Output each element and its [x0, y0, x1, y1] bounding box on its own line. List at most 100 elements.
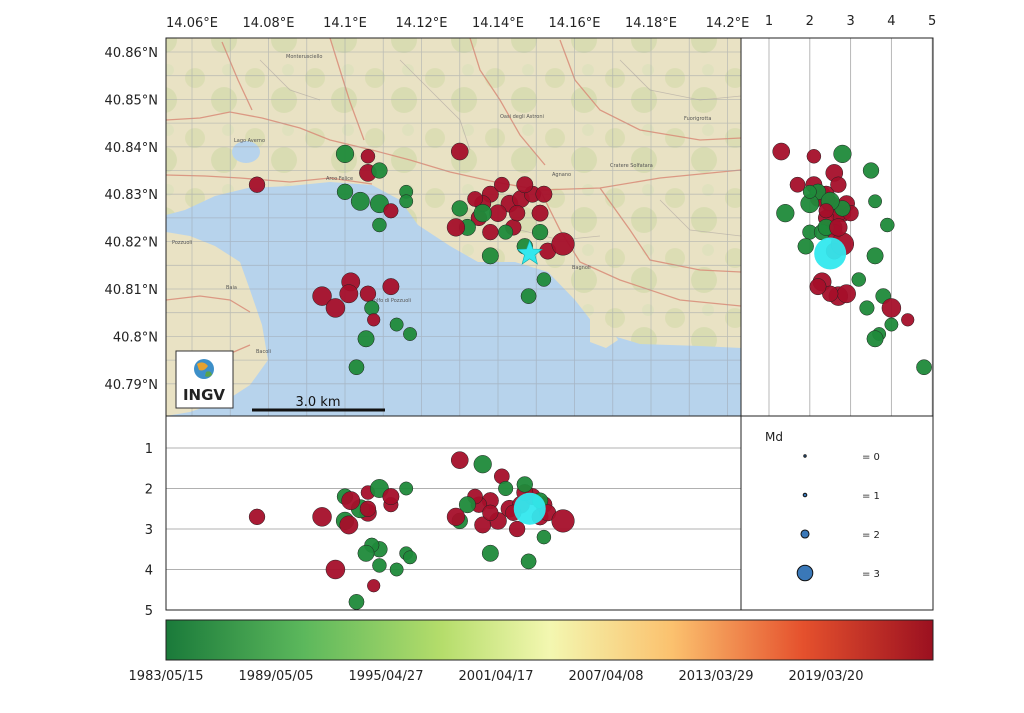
- event-marker: [481, 544, 499, 562]
- place-label: Pozzuoli: [172, 240, 192, 246]
- event-marker: [359, 285, 377, 302]
- legend-entries: = 0 = 1 = 2 = 3: [796, 452, 880, 582]
- event-marker: [797, 238, 814, 255]
- event-marker: [551, 232, 575, 256]
- legend-title: Md: [765, 430, 783, 444]
- sea-area: [166, 182, 741, 416]
- legend-label: = 2: [862, 530, 880, 541]
- event-marker: [357, 544, 375, 562]
- right-depth-panel: [740, 37, 934, 417]
- event-marker: [335, 144, 355, 164]
- event-marker: [382, 488, 400, 506]
- event-marker: [837, 284, 856, 304]
- depth-tick-label: 4: [887, 14, 895, 29]
- event-marker: [446, 218, 466, 237]
- latitude-tick-label: 40.83°N: [105, 188, 158, 203]
- latitude-tick-label: 40.79°N: [105, 378, 158, 393]
- depth-tick-label: 3: [145, 523, 153, 538]
- right-depth-ticks: 1 2 3 4 5: [765, 14, 936, 29]
- bottom-depth-ticks: 1 2 3 4 5: [145, 442, 153, 619]
- event-marker: [880, 217, 895, 233]
- event-marker: [520, 553, 537, 570]
- event-marker: [473, 204, 492, 223]
- lago-lucrino: [276, 189, 296, 197]
- place-label: Bacoli: [256, 349, 271, 355]
- legend-marker: [796, 564, 814, 582]
- event-marker: [508, 204, 526, 222]
- event-marker: [399, 481, 414, 496]
- event-marker: [806, 149, 822, 164]
- event-marker: [350, 191, 370, 211]
- event-marker: [312, 507, 332, 527]
- legend-marker: [800, 529, 810, 539]
- legend-label: = 0: [862, 452, 880, 463]
- event-marker: [851, 272, 867, 287]
- depth-tick-label: 2: [806, 14, 814, 29]
- event-marker: [357, 330, 375, 348]
- latitude-tick-label: 40.81°N: [105, 283, 158, 298]
- event-marker: [348, 594, 365, 610]
- depth-tick-label: 3: [846, 14, 854, 29]
- event-marker: [325, 298, 346, 318]
- place-label: Baia: [226, 285, 237, 291]
- event-marker: [508, 520, 526, 538]
- event-marker: [531, 223, 549, 241]
- event-marker: [312, 286, 332, 306]
- latitude-tick-label: 40.8°N: [113, 330, 158, 345]
- event-marker: [809, 278, 827, 296]
- depth-tick-label: 1: [145, 442, 153, 457]
- latitude-tick-label: 40.85°N: [105, 93, 158, 108]
- depth-tick-label: 5: [928, 14, 936, 29]
- date-colorbar: 1983/05/15 1989/05/05 1995/04/27 2001/04/17…: [129, 619, 934, 684]
- event-marker: [325, 559, 346, 580]
- event-marker: [536, 529, 552, 545]
- depth-tick-label: 1: [765, 14, 773, 29]
- latitude-ticks: 40.86°N 40.85°N 40.84°N 40.83°N 40.82°N 40.81…: [105, 46, 158, 393]
- place-label: Monterusciello: [286, 54, 322, 60]
- event-marker: [367, 579, 381, 593]
- logo-text: INGV: [183, 386, 225, 404]
- event-marker: [789, 176, 806, 193]
- bottom-events: [248, 451, 575, 610]
- event-marker: [372, 217, 387, 233]
- longitude-tick-label: 14.08°E: [243, 16, 295, 31]
- event-marker: [531, 204, 549, 222]
- lago-averno: [232, 141, 260, 163]
- legend-marker: [802, 492, 808, 498]
- legend-label: = 1: [862, 491, 880, 502]
- event-marker: [830, 176, 847, 193]
- event-marker: [367, 313, 381, 327]
- longitude-tick-label: 14.1°E: [323, 16, 367, 31]
- bottom-depth-panel: [165, 415, 742, 611]
- event-marker: [884, 317, 899, 332]
- map-events: [248, 142, 575, 376]
- event-marker: [489, 204, 507, 222]
- place-label: Bagnoli: [572, 265, 591, 271]
- place-label: Agnano: [552, 172, 571, 178]
- colorbar-tick-label: 2019/03/20: [789, 669, 864, 684]
- colorbar-ticks: 1983/05/15 1989/05/05 1995/04/27 2001/04/17…: [129, 669, 864, 684]
- nisida-headland: [590, 318, 618, 348]
- event-marker: [493, 176, 510, 193]
- event-marker: [451, 200, 468, 217]
- event-marker: [516, 476, 533, 493]
- depth-tick-label: 2: [145, 483, 153, 498]
- legend-label: = 3: [862, 569, 880, 580]
- event-marker: [866, 330, 884, 348]
- event-marker: [450, 142, 469, 161]
- place-label: Golfo di Pozzuoli: [370, 298, 411, 304]
- colorbar-gradient: [165, 619, 934, 661]
- event-marker: [446, 507, 466, 526]
- event-marker: [482, 504, 499, 521]
- event-marker: [535, 185, 553, 203]
- place-label: Lago Averno: [234, 138, 265, 144]
- event-marker: [389, 317, 404, 332]
- map-grid: [166, 38, 741, 416]
- colorbar-tick-label: 1989/05/05: [239, 669, 314, 684]
- event-marker: [348, 359, 365, 376]
- event-marker: [498, 224, 514, 240]
- scale-bar: 3.0 km: [252, 395, 385, 412]
- event-marker: [371, 162, 388, 179]
- event-marker: [341, 491, 361, 511]
